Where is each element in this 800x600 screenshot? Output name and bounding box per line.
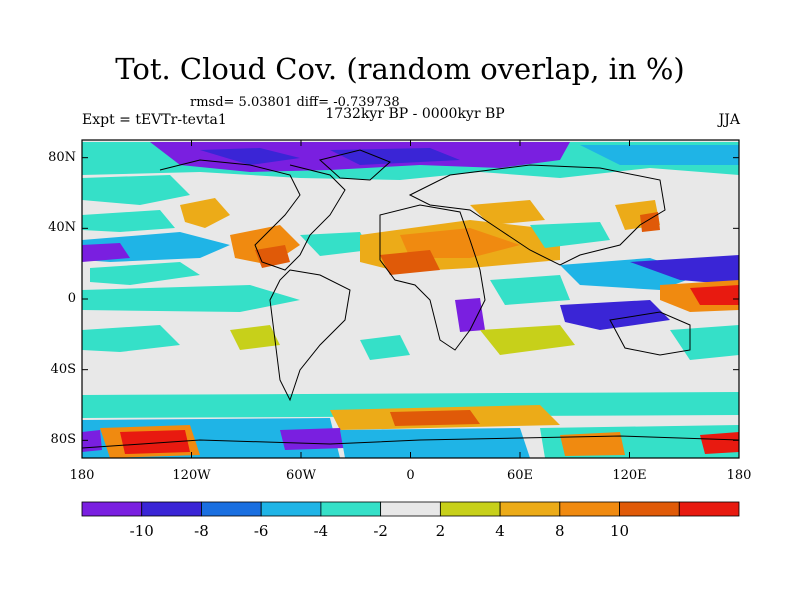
latitude-label: 80N <box>48 149 76 165</box>
coastline-africa <box>379 204 486 351</box>
colorbar-label: -6 <box>253 522 269 540</box>
field-region <box>480 325 575 355</box>
colorbar-label: 4 <box>495 522 505 540</box>
colorbar-swatch <box>380 501 441 517</box>
field-region <box>630 255 739 285</box>
field-region <box>670 325 739 360</box>
colorbar-label: 10 <box>609 522 630 540</box>
colorbar-label: -10 <box>129 522 154 540</box>
field-region <box>700 432 739 454</box>
longitude-label: 0 <box>406 468 415 483</box>
field-region <box>82 325 180 352</box>
field-region <box>200 148 300 165</box>
field-region <box>82 392 739 418</box>
field-region <box>120 430 190 454</box>
colorbar-label: -4 <box>313 522 329 540</box>
field-region <box>230 325 280 350</box>
stats-line: rmsd= 5.03801 diff= -0.739738 <box>190 95 400 110</box>
coastlines <box>82 149 739 449</box>
field-region <box>82 243 130 262</box>
map-field <box>82 140 739 458</box>
coastline-north-america <box>159 159 346 271</box>
season-label: JJA <box>718 112 740 128</box>
colorbar-label: 2 <box>435 522 446 540</box>
experiment-label: Expt = tEVTr-tevta1 <box>82 112 227 128</box>
coastline-south-america <box>269 269 351 402</box>
longitude-label: 180 <box>69 468 95 483</box>
field-region <box>82 175 190 205</box>
colorbar-label: 8 <box>555 522 565 540</box>
colorbar-swatch <box>559 501 620 517</box>
field-region <box>82 285 300 312</box>
field-region <box>490 275 570 305</box>
field-region <box>360 335 410 360</box>
longitude-label: 120W <box>172 468 211 483</box>
field-region <box>82 210 175 232</box>
field-region <box>390 410 480 426</box>
field-region <box>330 148 460 165</box>
colorbar-swatch <box>499 501 561 517</box>
colorbar-swatch <box>81 501 143 517</box>
latitude-label: 80S <box>50 432 76 448</box>
field-region <box>300 232 370 256</box>
field-region <box>640 212 660 232</box>
latitude-label: 0 <box>67 291 76 306</box>
field-region <box>470 200 545 225</box>
colorbar-swatch <box>201 501 262 517</box>
field-region <box>90 262 200 285</box>
colorbar-swatch <box>678 501 740 517</box>
field-region <box>340 428 530 458</box>
longitude-label: 180 <box>726 468 752 483</box>
coastline-australia <box>609 311 691 356</box>
colorbar-swatch <box>141 501 202 517</box>
longitude-label: 60E <box>506 468 534 483</box>
field-region <box>180 198 230 228</box>
colorbar-swatch <box>320 501 382 517</box>
longitude-label: 60W <box>286 468 316 483</box>
longitude-label: 120E <box>612 468 647 483</box>
map-title: Tot. Cloud Cov. (random overlap, in %) <box>115 52 685 86</box>
field-region <box>455 298 485 332</box>
colorbar-swatch <box>439 501 501 517</box>
colorbar-swatch <box>619 501 680 517</box>
field-region <box>690 285 739 305</box>
colorbar-swatch <box>260 501 322 517</box>
axis-ticks <box>81 140 740 458</box>
latitude-label: 40N <box>48 220 76 236</box>
field-region <box>560 300 670 330</box>
period-label: 1732kyr BP - 0000kyr BP <box>325 106 505 122</box>
coastline-eurasia <box>408 164 666 266</box>
field-region <box>280 428 345 450</box>
field-region <box>530 222 610 248</box>
colorbar <box>81 501 740 517</box>
colorbar-label: -2 <box>373 522 388 540</box>
colorbar-label: -8 <box>194 522 209 540</box>
field-region <box>580 145 739 165</box>
coastline-greenland <box>318 149 391 181</box>
latitude-label: 40S <box>50 361 76 377</box>
field-region <box>82 430 102 452</box>
coastline-antarctica <box>82 435 739 449</box>
field-region <box>380 250 440 275</box>
field-region <box>560 432 625 456</box>
